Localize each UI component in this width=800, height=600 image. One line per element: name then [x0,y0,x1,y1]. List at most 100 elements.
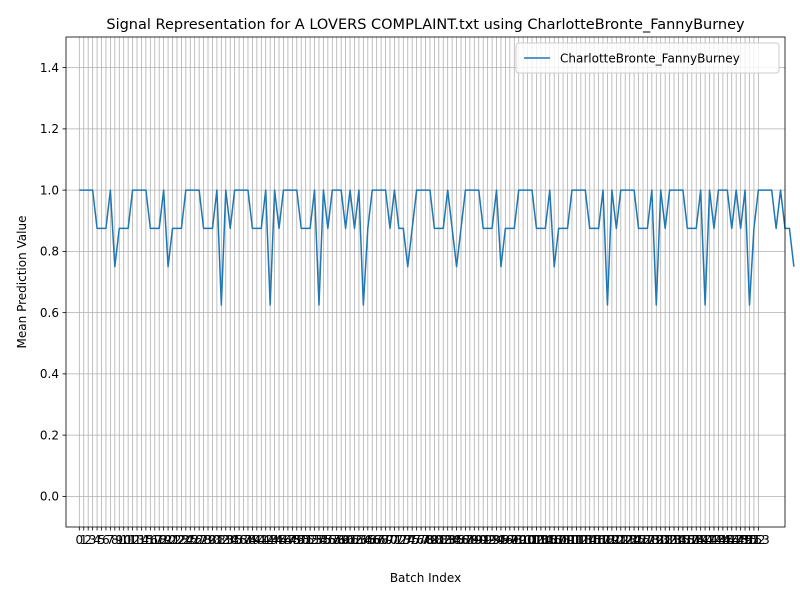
y-tick-label: 1.2 [40,122,59,136]
x-tick-label: 9 [115,533,123,547]
x-tick-label: 76 [409,533,424,547]
x-tick-label: 24 [178,533,193,547]
x-tick-label: 31 [209,533,224,547]
series-layer [79,189,795,306]
x-tick-label: 93 [484,533,499,547]
x-tick-label: 80 [427,533,442,547]
x-tick-label: 121 [605,533,628,547]
x-tick-label: 108 [547,533,570,547]
x-tick-label: 50 [294,533,309,547]
x-tick-label: 64 [356,533,371,547]
x-tick-label: 141 [694,533,717,547]
x-tick-label: 88 [462,533,477,547]
x-tick-label: 60 [338,533,353,547]
x-tick-label: 131 [649,533,672,547]
x-tick-label: 150 [734,533,757,547]
x-tick-label: 147 [720,533,743,547]
x-tick-label: 102 [521,533,544,547]
x-tick-label: 134 [663,533,686,547]
x-tick-label: 40 [249,533,264,547]
x-tick-label: 83 [440,533,455,547]
y-axis-ticks: 0.0 0.2 0.4 0.6 0.8 1.0 1.2 1.4 [40,61,66,504]
x-axis-ticks: 0123456789101112131415161718192021222324… [75,527,770,547]
y-axis-title: Mean Prediction Value [15,216,29,349]
x-tick-label: 72 [391,533,406,547]
x-tick-label: 35 [227,533,242,547]
chart-title: Signal Representation for A LOVERS COMPL… [106,17,745,33]
x-tick-label: 114 [574,533,597,547]
x-tick-label: 27 [192,533,207,547]
x-tick-label: 151 [738,533,761,547]
y-tick-label: 0.0 [40,490,59,504]
x-tick-label: 144 [707,533,730,547]
x-tick-label: 148 [725,533,748,547]
x-tick-label: 106 [538,533,561,547]
x-tick-label: 18 [152,533,167,547]
x-tick-label: 29 [200,533,215,547]
x-tick-label: 5 [98,533,106,547]
x-tick-label: 104 [529,533,552,547]
x-tick-label: 14 [134,533,149,547]
x-tick-label: 71 [387,533,402,547]
x-tick-label: 86 [453,533,468,547]
x-tick-label: 142 [698,533,721,547]
x-tick-label: 124 [618,533,641,547]
x-tick-label: 95 [493,533,508,547]
x-tick-label: 78 [418,533,433,547]
x-tick-label: 138 [680,533,703,547]
x-tick-label: 90 [471,533,486,547]
x-tick-label: 149 [729,533,752,547]
x-tick-label: 54 [311,533,326,547]
x-tick-label: 109 [552,533,575,547]
x-tick-label: 96 [498,533,513,547]
x-tick-label: 101 [516,533,539,547]
x-tick-label: 0 [75,533,83,547]
x-tick-label: 3 [89,533,97,547]
x-tick-label: 89 [467,533,482,547]
x-tick-label: 137 [676,533,699,547]
legend: CharlotteBronte_FannyBurney [515,42,780,74]
x-tick-label: 113 [569,533,592,547]
x-tick-label: 51 [298,533,313,547]
x-tick-label: 115 [578,533,601,547]
x-tick-label: 55 [316,533,331,547]
x-tick-label: 22 [169,533,184,547]
x-tick-label: 39 [245,533,260,547]
x-tick-label: 59 [334,533,349,547]
x-tick-label: 46 [276,533,291,547]
x-tick-label: 97 [502,533,517,547]
x-tick-label: 132 [654,533,677,547]
x-tick-label: 4 [93,533,101,547]
y-tick-label: 0.2 [40,428,59,442]
x-tick-label: 12 [125,533,140,547]
x-tick-label: 58 [329,533,344,547]
x-tick-label: 1 [80,533,88,547]
x-tick-label: 117 [587,533,610,547]
x-tick-label: 13 [129,533,144,547]
x-tick-label: 81 [431,533,446,547]
series-line [79,189,795,306]
x-tick-label: 62 [347,533,362,547]
x-tick-label: 73 [396,533,411,547]
x-tick-label: 135 [667,533,690,547]
x-tick-label: 145 [711,533,734,547]
x-tick-label: 98 [507,533,522,547]
x-tick-label: 8 [111,533,119,547]
x-tick-label: 47 [280,533,295,547]
x-tick-label: 126 [627,533,650,547]
x-tick-label: 30 [205,533,220,547]
x-tick-label: 38 [240,533,255,547]
x-tick-label: 130 [645,533,668,547]
x-tick-label: 133 [658,533,681,547]
x-axis-title: Batch Index [390,571,461,585]
x-tick-label: 41 [254,533,269,547]
x-tick-label: 82 [436,533,451,547]
x-tick-label: 63 [351,533,366,547]
x-tick-label: 42 [258,533,273,547]
y-tick-label: 0.4 [40,367,59,381]
x-tick-label: 53 [307,533,322,547]
x-tick-label: 111 [561,533,584,547]
x-tick-label: 128 [636,533,659,547]
